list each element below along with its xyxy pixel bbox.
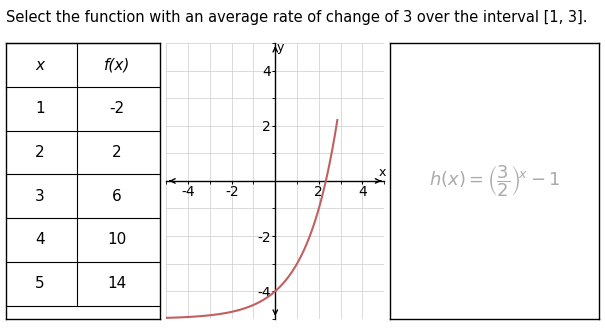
Text: 4: 4 <box>35 232 45 247</box>
Text: 1: 1 <box>35 101 45 116</box>
Text: 2: 2 <box>35 145 45 160</box>
Text: 3: 3 <box>35 189 45 204</box>
Text: 14: 14 <box>108 276 127 291</box>
Text: 10: 10 <box>108 232 127 247</box>
Text: 2: 2 <box>113 145 122 160</box>
Text: -2: -2 <box>110 101 125 116</box>
Text: Select the function with an average rate of change of 3 over the interval [1, 3]: Select the function with an average rate… <box>6 10 587 25</box>
Text: $h(x) = \left(\dfrac{3}{2}\right)^{\!x} - 1$: $h(x) = \left(\dfrac{3}{2}\right)^{\!x} … <box>429 163 560 199</box>
Text: x: x <box>36 57 45 72</box>
Text: x: x <box>378 166 385 179</box>
Text: 6: 6 <box>113 189 122 204</box>
Text: y: y <box>277 41 284 54</box>
Text: 5: 5 <box>35 276 45 291</box>
Text: f(x): f(x) <box>104 57 130 72</box>
